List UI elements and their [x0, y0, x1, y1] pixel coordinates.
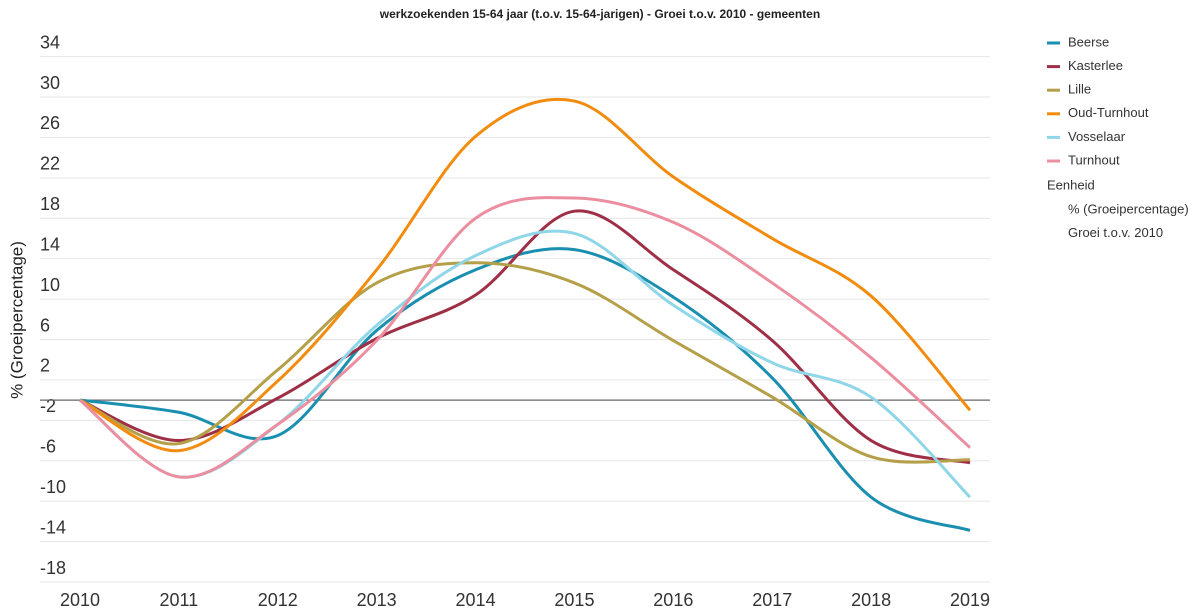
x-tick-label: 2012: [258, 590, 298, 610]
x-tick-label: 2015: [554, 590, 594, 610]
legend-label: Oud-Turnhout: [1068, 105, 1149, 120]
x-tick-label: 2016: [653, 590, 693, 610]
x-tick-label: 2013: [357, 590, 397, 610]
legend-label: Lille: [1068, 82, 1091, 97]
y-tick-label: 26: [40, 113, 60, 133]
x-tick-label: 2010: [60, 590, 100, 610]
series-line: [79, 196, 972, 479]
y-axis-label: % (Groeipercentage): [7, 241, 26, 399]
y-tick-label: -14: [40, 517, 66, 537]
chart-title: werkzoekenden 15-64 jaar (t.o.v. 15-64-j…: [379, 7, 820, 21]
legend-label: Beerse: [1068, 34, 1109, 49]
y-tick-label: 34: [40, 32, 60, 52]
x-tick-label: 2011: [160, 590, 199, 610]
x-tick-label: 2019: [950, 590, 990, 610]
series-line: [79, 261, 971, 464]
y-tick-label: 6: [40, 315, 50, 335]
x-tick-label: 2014: [456, 590, 496, 610]
y-tick-label: -2: [40, 396, 56, 416]
legend-label: Kasterlee: [1068, 58, 1123, 73]
y-tick-label: 10: [40, 275, 60, 295]
y-tick-label: 18: [40, 194, 60, 214]
series-line: [79, 97, 972, 453]
legend-unit-line: % (Groeipercentage): [1068, 201, 1189, 216]
x-tick-label: 2018: [851, 590, 891, 610]
y-tick-label: -18: [40, 558, 66, 578]
legend-label: Vosselaar: [1068, 129, 1126, 144]
y-tick-label: 30: [40, 73, 60, 93]
legend-unit-line: Groei t.o.v. 2010: [1068, 225, 1163, 240]
legend-unit-title: Eenheid: [1047, 177, 1095, 192]
y-tick-label: 2: [40, 356, 50, 376]
y-tick-label: 14: [40, 234, 60, 254]
legend-label: Turnhout: [1068, 152, 1120, 167]
x-tick-label: 2017: [752, 590, 792, 610]
y-tick-label: 22: [40, 154, 60, 174]
series-line: [79, 247, 971, 532]
y-tick-label: -10: [40, 477, 66, 497]
y-tick-label: -6: [40, 437, 56, 457]
